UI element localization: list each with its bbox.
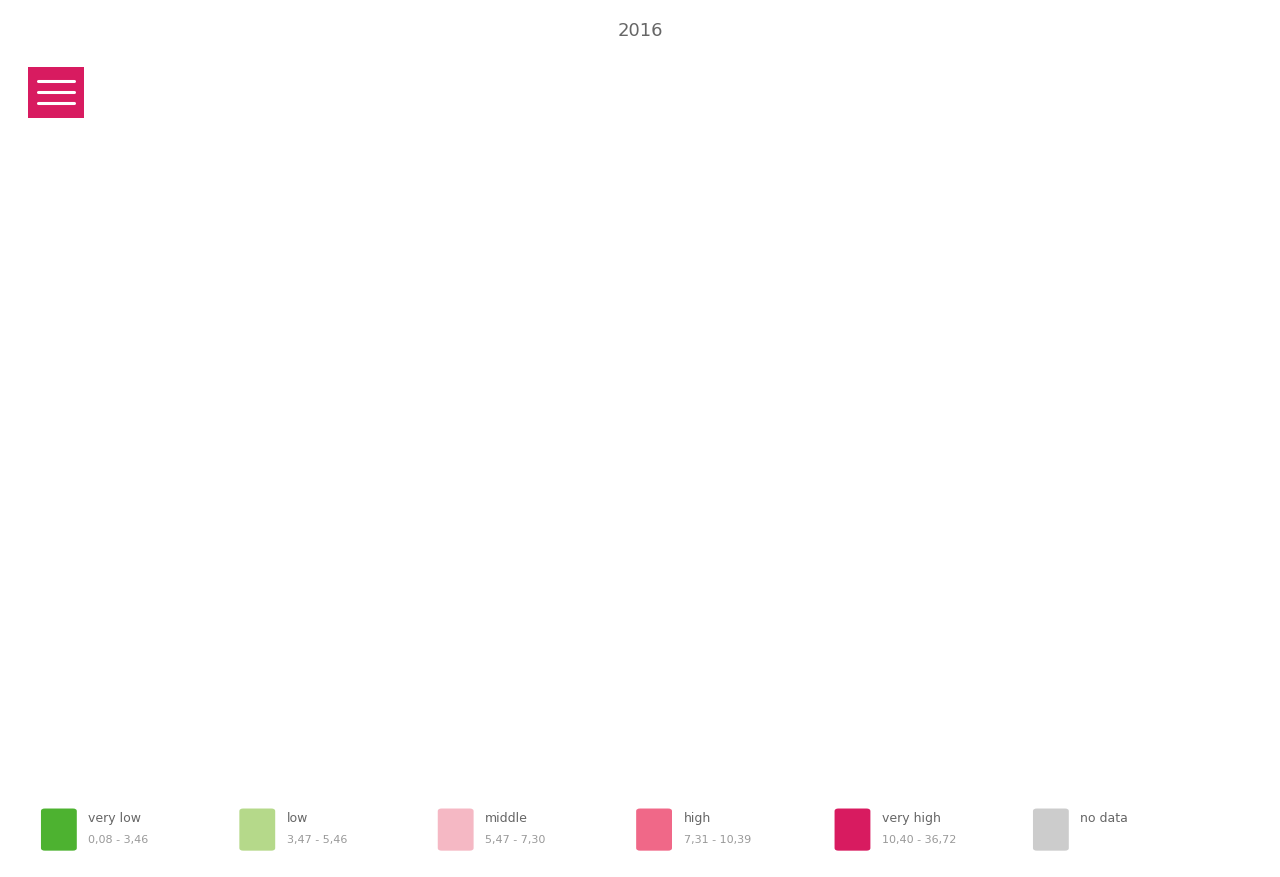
Text: very low: very low [88,811,141,824]
Text: 2016: 2016 [617,22,663,39]
Text: high: high [684,811,710,824]
Text: low: low [287,811,308,824]
Text: 0,08 - 3,46: 0,08 - 3,46 [88,834,148,845]
Text: 5,47 - 7,30: 5,47 - 7,30 [485,834,545,845]
Text: no data: no data [1080,811,1128,824]
Text: 3,47 - 5,46: 3,47 - 5,46 [287,834,347,845]
Text: 7,31 - 10,39: 7,31 - 10,39 [684,834,751,845]
Text: 10,40 - 36,72: 10,40 - 36,72 [882,834,956,845]
Text: middle: middle [485,811,527,824]
Text: very high: very high [882,811,941,824]
